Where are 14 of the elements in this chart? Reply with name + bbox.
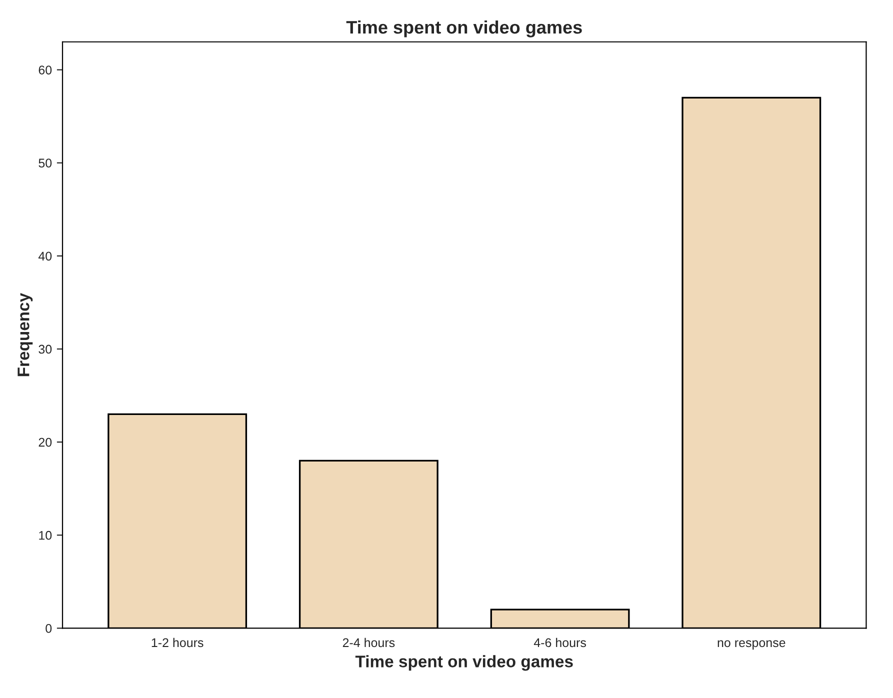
x-tick-label: 2-4 hours bbox=[342, 638, 395, 648]
y-tick-label: 0 bbox=[46, 624, 52, 633]
y-tick-label: 30 bbox=[38, 344, 52, 354]
y-tick-label: 10 bbox=[39, 530, 52, 540]
x-axis-title: Time spent on video games bbox=[355, 655, 573, 671]
y-tick-label: 60 bbox=[38, 66, 52, 74]
x-tick-label: no response bbox=[718, 640, 786, 650]
x-tick-label: 1-2 hours bbox=[152, 638, 204, 648]
y-axis-title: Frequency bbox=[18, 292, 33, 376]
chart-title: Time spent on video games bbox=[346, 20, 582, 38]
y-tick-label: 40 bbox=[38, 252, 52, 261]
x-tick-label: 4-6 hours bbox=[534, 638, 586, 648]
y-tick-label: 20 bbox=[38, 438, 52, 447]
y-tick-label: 50 bbox=[38, 158, 52, 168]
